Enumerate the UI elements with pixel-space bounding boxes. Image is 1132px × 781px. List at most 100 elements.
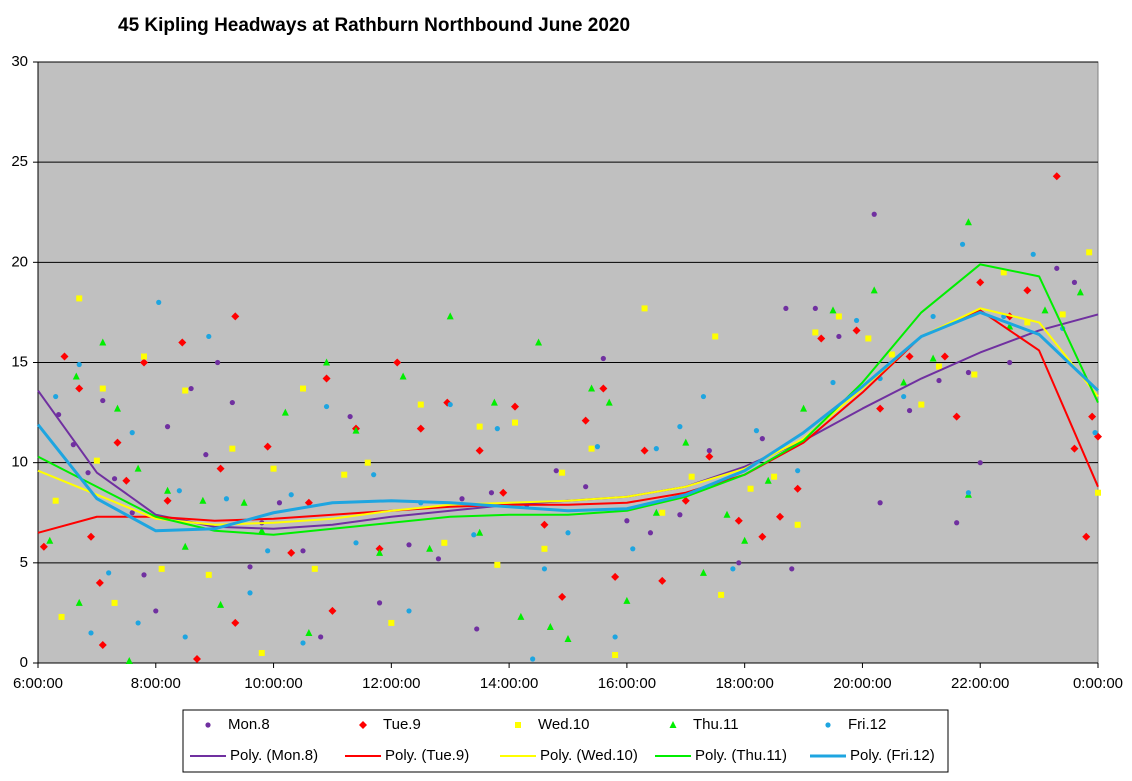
point [758, 532, 767, 541]
point [206, 333, 212, 340]
point [647, 530, 654, 536]
point [929, 354, 937, 362]
point [789, 566, 795, 572]
point [352, 426, 360, 434]
point [134, 464, 142, 472]
point [653, 446, 659, 452]
y-tick-label: 30 [11, 53, 28, 70]
point [371, 472, 377, 478]
point [723, 510, 731, 518]
point [540, 520, 549, 529]
point [87, 532, 95, 541]
point [399, 372, 407, 380]
point [52, 497, 59, 504]
point [323, 403, 330, 410]
point [794, 521, 801, 528]
point [677, 424, 683, 430]
legend-box [182, 709, 949, 773]
point [853, 317, 860, 324]
point [588, 384, 596, 392]
point [605, 398, 613, 406]
legend-marker [825, 722, 831, 728]
point [976, 278, 985, 287]
trend-line [37, 263, 1099, 536]
point [85, 470, 91, 476]
point [959, 241, 966, 247]
point [776, 512, 784, 521]
point [229, 399, 235, 406]
trend-line [36, 310, 1100, 533]
point [135, 620, 141, 626]
point [559, 469, 566, 476]
legend-label: Thu.11 [693, 716, 739, 733]
point [99, 338, 107, 346]
point [734, 516, 743, 525]
point [741, 536, 749, 544]
point [688, 473, 695, 480]
x-tick-label: 12:00:00 [362, 675, 420, 692]
point [416, 424, 425, 433]
point [417, 401, 424, 408]
point [677, 512, 683, 518]
point [181, 542, 189, 550]
point [1086, 249, 1093, 256]
point [793, 484, 802, 493]
point [223, 496, 230, 502]
point [905, 352, 914, 361]
point [471, 532, 477, 538]
point [474, 626, 480, 632]
point [93, 457, 100, 464]
point [39, 542, 48, 551]
point [435, 556, 442, 562]
point [901, 393, 907, 400]
point [75, 598, 83, 606]
point [441, 539, 448, 546]
point [706, 448, 712, 454]
y-tick-label: 10 [11, 454, 28, 471]
point [140, 358, 148, 367]
point [98, 640, 107, 649]
y-tick-label: 15 [11, 353, 28, 370]
y-tick-label: 0 [20, 654, 28, 671]
point [705, 452, 714, 461]
point [812, 305, 818, 312]
point [583, 484, 589, 490]
point [247, 564, 253, 570]
point [182, 634, 188, 640]
point [188, 385, 194, 392]
point [153, 608, 159, 614]
point [258, 649, 265, 656]
point [630, 546, 636, 552]
point [1006, 322, 1014, 330]
point [682, 438, 690, 446]
point [323, 358, 331, 366]
point [877, 500, 883, 506]
point [1088, 412, 1097, 421]
point [1024, 319, 1031, 326]
point [353, 540, 359, 546]
point [658, 576, 667, 585]
legend-label: Fri.12 [848, 716, 886, 733]
point [199, 496, 207, 504]
point [216, 464, 225, 473]
point [476, 423, 483, 430]
point [488, 490, 495, 496]
point [965, 369, 972, 376]
x-tick-label: 22:00:00 [951, 675, 1009, 692]
point [300, 640, 306, 646]
point [305, 628, 313, 636]
point [76, 295, 83, 302]
point [564, 634, 572, 642]
x-tick-label: 20:00:00 [833, 675, 891, 692]
point [322, 374, 331, 383]
point [530, 656, 536, 662]
point [318, 634, 324, 640]
point [517, 612, 525, 620]
point [541, 545, 548, 552]
point [276, 500, 283, 506]
point [600, 355, 606, 362]
point [952, 412, 961, 421]
point [1076, 288, 1084, 296]
point [865, 335, 872, 342]
point [900, 378, 908, 386]
